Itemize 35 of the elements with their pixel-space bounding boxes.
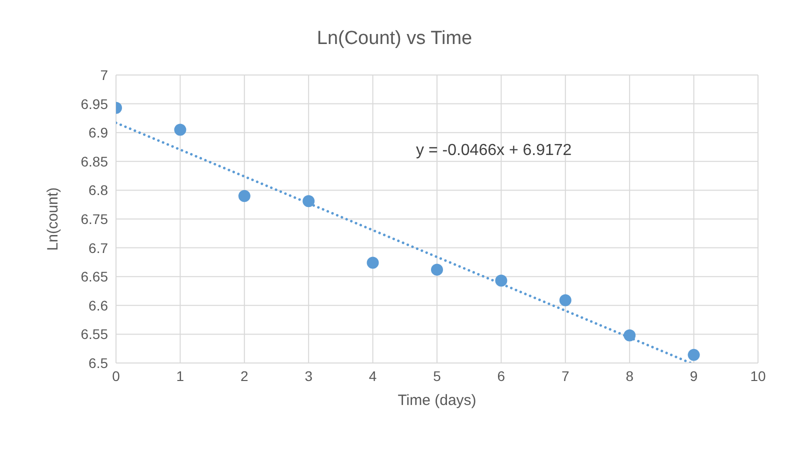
y-tick-label: 6.75 [80, 210, 108, 227]
y-tick-label: 6.7 [88, 240, 108, 256]
x-tick-label: 5 [433, 368, 442, 384]
y-tick-label: 6.9 [88, 124, 108, 141]
point [688, 348, 700, 361]
x-axis-title: Time (days) [398, 392, 476, 409]
point [238, 190, 250, 202]
x-tick-label: 3 [304, 368, 313, 384]
y-tick-label: 7 [100, 66, 108, 83]
point [495, 274, 508, 287]
point [366, 256, 379, 269]
y-tick-label: 6.6 [88, 297, 108, 314]
x-tick-label: 7 [562, 368, 570, 384]
x-tick-label: 1 [176, 368, 184, 384]
x-tick-label: 2 [240, 368, 248, 384]
x-tick-label: 4 [368, 368, 377, 384]
y-axis-title: Ln(count) [44, 187, 62, 251]
y-tick-label: 6.8 [88, 182, 108, 198]
y-tick-label: 6.55 [80, 326, 108, 342]
y-tick-label: 6.65 [80, 268, 108, 285]
point [559, 294, 572, 306]
x-tick-label: 8 [626, 368, 634, 384]
x-tick-label: 0 [112, 368, 120, 384]
point [624, 329, 636, 342]
x-tick-label: 9 [690, 368, 698, 384]
x-tick-label: 10 [750, 368, 766, 384]
y-tick-label: 6.5 [88, 354, 108, 371]
y-tick-label: 6.95 [80, 96, 108, 112]
point [174, 124, 186, 136]
point [431, 264, 443, 276]
chart-title: Ln(Count) vs Time [316, 28, 474, 50]
x-tick-label: 6 [497, 368, 506, 384]
y-tick-label: 6.85 [80, 153, 108, 170]
annotation: y = -0.0466x + 6.9172 [416, 142, 572, 160]
point [302, 195, 315, 208]
